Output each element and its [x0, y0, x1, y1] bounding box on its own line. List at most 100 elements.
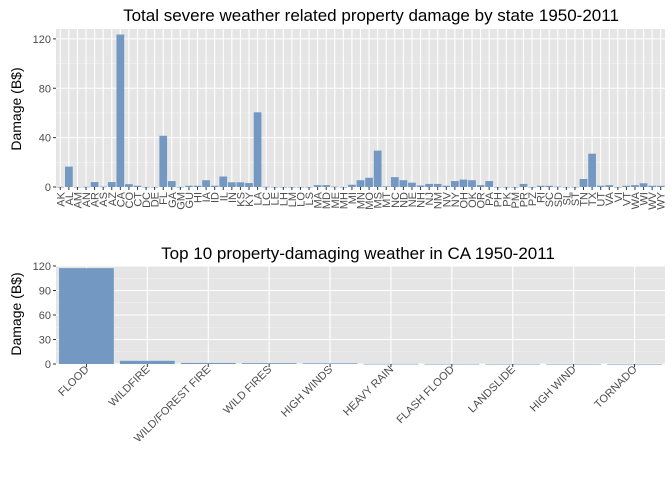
- x-tick-label: OR: [476, 192, 488, 209]
- x-tick-label: GU: [184, 192, 196, 209]
- bar-wv: [648, 185, 656, 187]
- x-tick-label: PK: [501, 191, 513, 206]
- bar-nd: [399, 180, 408, 187]
- y-tick-label: 80: [39, 83, 51, 95]
- bar-oh: [459, 179, 468, 187]
- y-tick-label: 30: [39, 335, 51, 347]
- bar-wi: [639, 183, 648, 187]
- y-tick-label: 90: [39, 286, 51, 298]
- bar-ri: [536, 185, 545, 187]
- x-tick-label: GM: [175, 192, 187, 210]
- x-tick-label: MD: [321, 192, 333, 209]
- x-tick-label: WV: [647, 191, 659, 209]
- x-tick-label: HIGH WIND: [528, 364, 579, 415]
- bar-ny: [450, 181, 459, 187]
- bar-wa: [631, 185, 639, 187]
- bar-wy: [656, 185, 665, 187]
- x-tick-label: OK: [467, 191, 479, 208]
- x-tick-label: SC: [544, 192, 556, 207]
- bar-wildfire: [119, 360, 175, 364]
- x-tick-label: NV: [441, 191, 453, 207]
- bar-me: [330, 186, 339, 188]
- bar-nv: [442, 185, 451, 187]
- bar-ok: [468, 180, 476, 187]
- x-tick-label: GA: [167, 191, 179, 208]
- x-tick-label: IA: [201, 191, 213, 202]
- x-tick-label: FLOOD: [56, 364, 91, 399]
- x-tick-label: AR: [90, 192, 102, 207]
- chart1-title: Total severe weather related property da…: [123, 6, 619, 25]
- x-tick-label: CO: [124, 192, 136, 209]
- bar-ca: [116, 34, 125, 187]
- x-tick-label: PA: [484, 191, 496, 206]
- x-tick-label: KS: [235, 192, 247, 207]
- x-tick-label: ND: [398, 192, 410, 208]
- chart-state-damage: Total severe weather related property da…: [8, 6, 668, 210]
- x-tick-label: AM: [72, 192, 84, 209]
- x-tick-label: IL: [218, 192, 230, 201]
- bar-or: [476, 185, 485, 187]
- x-tick-label: HIGH WINDS: [279, 364, 335, 420]
- x-tick-label: HI: [193, 192, 205, 203]
- x-tick-label: MI: [347, 192, 359, 204]
- chart-ca-event-damage: Top 10 property-damaging weather in CA 1…: [8, 244, 665, 445]
- x-tick-label: LANDSLIDE: [466, 364, 518, 416]
- x-tick-label: CT: [132, 192, 144, 207]
- bar-mi: [348, 184, 356, 187]
- x-tick-label: WA: [630, 191, 642, 209]
- bar-al: [65, 166, 73, 187]
- x-tick-label: HEAVY RAIN: [341, 364, 396, 419]
- x-tick-label: NH: [416, 192, 428, 208]
- bar-sc: [545, 185, 554, 187]
- bar-nh: [416, 185, 425, 187]
- bar-ma: [313, 185, 322, 187]
- x-tick-label: KY: [244, 191, 256, 206]
- bar-id: [210, 185, 219, 187]
- bar-hi: [193, 185, 202, 187]
- bar-va: [605, 185, 614, 187]
- x-tick-label: WY: [656, 191, 668, 209]
- x-tick-label: MN: [356, 192, 368, 209]
- y-tick-label: 0: [45, 359, 51, 371]
- x-tick-label: UT: [596, 192, 608, 207]
- chart1-y-axis-label: Damage (B$): [8, 67, 24, 150]
- bar-co: [125, 184, 133, 187]
- x-tick-label: VT: [621, 192, 633, 206]
- bar-wild-fires: [241, 363, 297, 364]
- x-tick-label: LA: [253, 191, 265, 205]
- bar-as: [99, 186, 108, 188]
- x-tick-label: FL: [158, 192, 170, 205]
- bar-ct: [133, 185, 142, 187]
- y-tick-label: 0: [45, 182, 51, 194]
- bar-la: [253, 112, 262, 187]
- bar-ut: [596, 185, 605, 187]
- x-tick-label: MT: [381, 192, 393, 208]
- x-tick-label: NE: [407, 192, 419, 207]
- bar-ne: [408, 182, 416, 187]
- x-tick-label: LS: [304, 192, 316, 205]
- bar-ga: [167, 181, 176, 187]
- x-tick-label: RI: [536, 192, 548, 203]
- bar-nm: [433, 183, 442, 187]
- x-tick-label: AL: [64, 192, 76, 205]
- x-tick-label: VI: [613, 192, 625, 202]
- chart2-y-axis-label: Damage (B$): [8, 272, 24, 355]
- bar-pr: [519, 183, 528, 187]
- x-tick-label: MO: [364, 192, 376, 210]
- x-tick-label: WI: [639, 192, 651, 205]
- bar-ms: [373, 150, 382, 187]
- bar-high-winds: [302, 363, 358, 364]
- bar-il: [219, 176, 228, 187]
- bar-pa: [485, 181, 494, 187]
- bar-sd: [553, 186, 562, 188]
- bar-mo: [365, 177, 373, 187]
- x-tick-label: DE: [150, 192, 162, 207]
- x-tick-label: TORNADO: [592, 363, 640, 411]
- bar-wild-forest-fire: [180, 362, 236, 364]
- x-tick-label: WILDFIRE: [107, 364, 153, 410]
- x-tick-label: AZ: [107, 192, 119, 206]
- x-tick-label: PR: [518, 192, 530, 207]
- bar-flood: [59, 268, 114, 364]
- x-tick-label: IN: [227, 192, 239, 203]
- bar-ks: [236, 182, 245, 187]
